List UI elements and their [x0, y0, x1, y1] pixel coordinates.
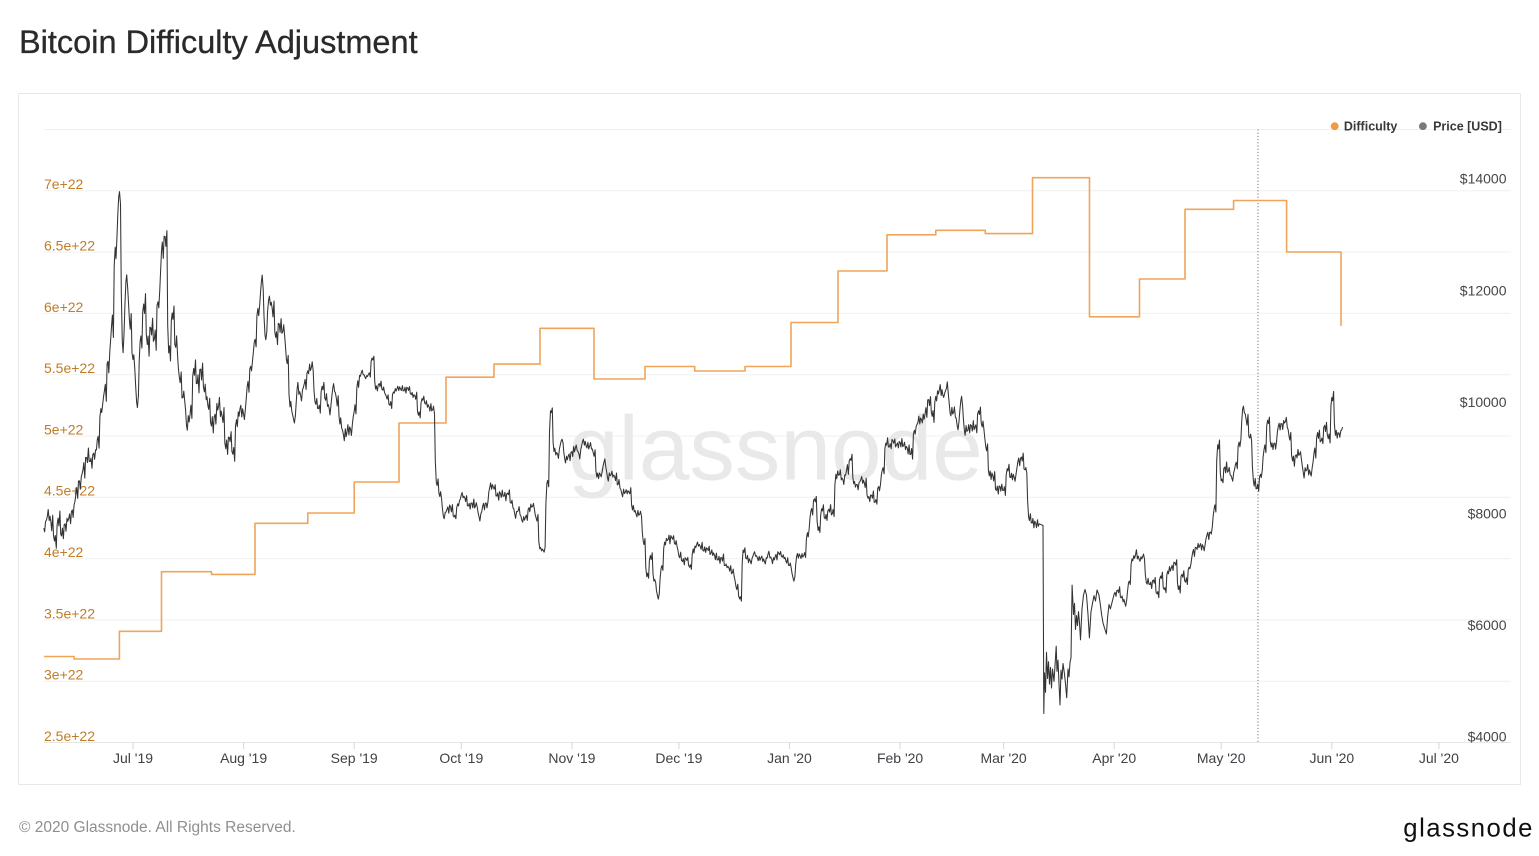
svg-text:© 2020 Glassnode. All Rights R: © 2020 Glassnode. All Rights Reserved.: [19, 819, 296, 836]
svg-text:glassnode: glassnode: [568, 399, 983, 500]
svg-text:5e+22: 5e+22: [44, 421, 84, 437]
svg-text:$10000: $10000: [1460, 394, 1507, 410]
svg-text:$12000: $12000: [1460, 282, 1507, 298]
svg-text:Jul '20: Jul '20: [1419, 750, 1459, 766]
svg-text:6e+22: 6e+22: [44, 299, 84, 315]
svg-text:Apr '20: Apr '20: [1092, 750, 1136, 766]
svg-text:Dec '19: Dec '19: [655, 750, 702, 766]
svg-text:Bitcoin Difficulty Adjustment: Bitcoin Difficulty Adjustment: [19, 24, 418, 60]
svg-text:3e+22: 3e+22: [44, 667, 84, 683]
svg-text:Difficulty: Difficulty: [1344, 120, 1398, 134]
svg-text:$8000: $8000: [1468, 506, 1507, 522]
svg-text:3.5e+22: 3.5e+22: [44, 605, 95, 621]
svg-text:$4000: $4000: [1468, 729, 1507, 745]
svg-text:5.5e+22: 5.5e+22: [44, 360, 95, 376]
svg-text:Jul '19: Jul '19: [113, 750, 153, 766]
svg-text:2.5e+22: 2.5e+22: [44, 728, 95, 744]
svg-text:Jun '20: Jun '20: [1309, 750, 1354, 766]
svg-text:May '20: May '20: [1197, 750, 1246, 766]
svg-text:6.5e+22: 6.5e+22: [44, 238, 95, 254]
svg-text:Oct '19: Oct '19: [439, 750, 483, 766]
svg-text:$14000: $14000: [1460, 171, 1507, 187]
svg-text:Aug '19: Aug '19: [220, 750, 267, 766]
svg-text:Mar '20: Mar '20: [980, 750, 1026, 766]
svg-text:$6000: $6000: [1468, 617, 1507, 633]
svg-text:4e+22: 4e+22: [44, 544, 84, 560]
svg-text:Feb '20: Feb '20: [877, 750, 923, 766]
svg-text:7e+22: 7e+22: [44, 176, 84, 192]
svg-text:Jan '20: Jan '20: [767, 750, 812, 766]
svg-text:4.5e+22: 4.5e+22: [44, 483, 95, 499]
svg-text:Price [USD]: Price [USD]: [1433, 120, 1502, 134]
svg-text:Nov '19: Nov '19: [548, 750, 595, 766]
svg-text:Sep '19: Sep '19: [331, 750, 378, 766]
svg-text:glassnode: glassnode: [1403, 815, 1534, 843]
